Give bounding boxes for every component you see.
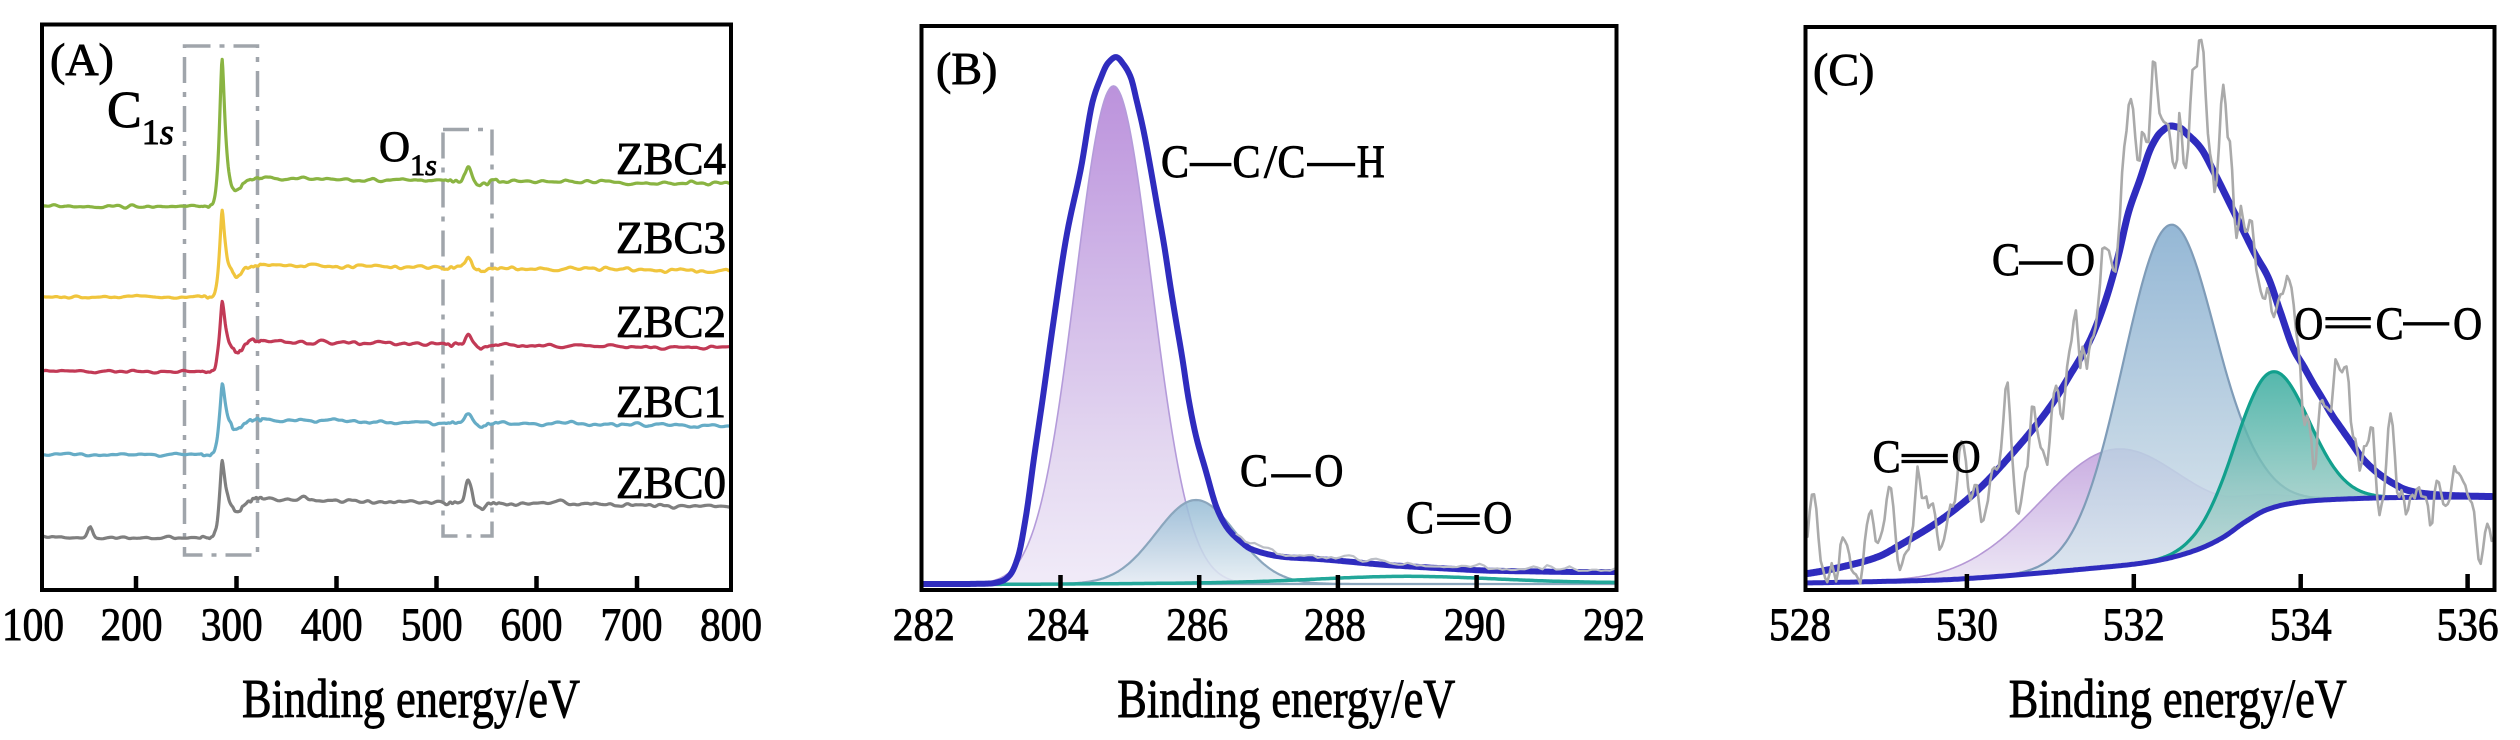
svg-text:292: 292 <box>1583 599 1645 651</box>
svg-text:C: C <box>1873 431 1901 483</box>
svg-text:Binding energy/eV: Binding energy/eV <box>242 668 580 729</box>
svg-text:700: 700 <box>601 599 663 651</box>
svg-text:C: C <box>2376 298 2404 350</box>
svg-text:500: 500 <box>401 599 463 651</box>
svg-text:C: C <box>1240 445 1268 497</box>
svg-text:O: O <box>1314 445 1343 497</box>
svg-text:100: 100 <box>2 599 64 651</box>
svg-text:C: C <box>1406 492 1434 544</box>
svg-text:C: C <box>1161 136 1189 188</box>
svg-text:288: 288 <box>1304 599 1366 651</box>
svg-text:C: C <box>1233 136 1261 188</box>
svg-text:O: O <box>2066 234 2095 286</box>
svg-text:534: 534 <box>2270 599 2332 651</box>
svg-text:/: / <box>1264 136 1278 188</box>
svg-text:290: 290 <box>1444 599 1506 651</box>
svg-text:284: 284 <box>1027 599 1089 651</box>
svg-text:530: 530 <box>1936 599 1998 651</box>
svg-text:532: 532 <box>2103 599 2165 651</box>
svg-text:528: 528 <box>1769 599 1831 651</box>
svg-text:C: C <box>1992 234 2020 286</box>
svg-text:ZBC2: ZBC2 <box>616 297 726 347</box>
svg-text:ZBC0: ZBC0 <box>616 458 726 508</box>
svg-text:(A): (A) <box>50 34 114 85</box>
svg-text:Binding energy/eV: Binding energy/eV <box>2009 668 2347 729</box>
svg-text:ZBC3: ZBC3 <box>616 213 726 263</box>
svg-text:O: O <box>2453 298 2482 350</box>
svg-text:O: O <box>1952 431 1981 483</box>
svg-text:536: 536 <box>2437 599 2499 651</box>
svg-text:286: 286 <box>1166 599 1228 651</box>
svg-text:600: 600 <box>501 599 563 651</box>
svg-text:ZBC4: ZBC4 <box>616 134 726 184</box>
svg-text:H: H <box>1357 136 1385 188</box>
svg-text:C: C <box>1278 136 1306 188</box>
svg-text:(C): (C) <box>1813 44 1874 95</box>
svg-text:282: 282 <box>893 599 955 651</box>
svg-text:Binding energy/eV: Binding energy/eV <box>1117 668 1455 729</box>
svg-text:(B): (B) <box>936 43 997 94</box>
svg-text:ZBC1: ZBC1 <box>616 377 726 427</box>
svg-text:200: 200 <box>101 599 163 651</box>
svg-text:800: 800 <box>700 599 762 651</box>
svg-text:300: 300 <box>201 599 263 651</box>
svg-text:O: O <box>2294 298 2323 350</box>
svg-text:400: 400 <box>301 599 363 651</box>
svg-text:O: O <box>1483 492 1512 544</box>
